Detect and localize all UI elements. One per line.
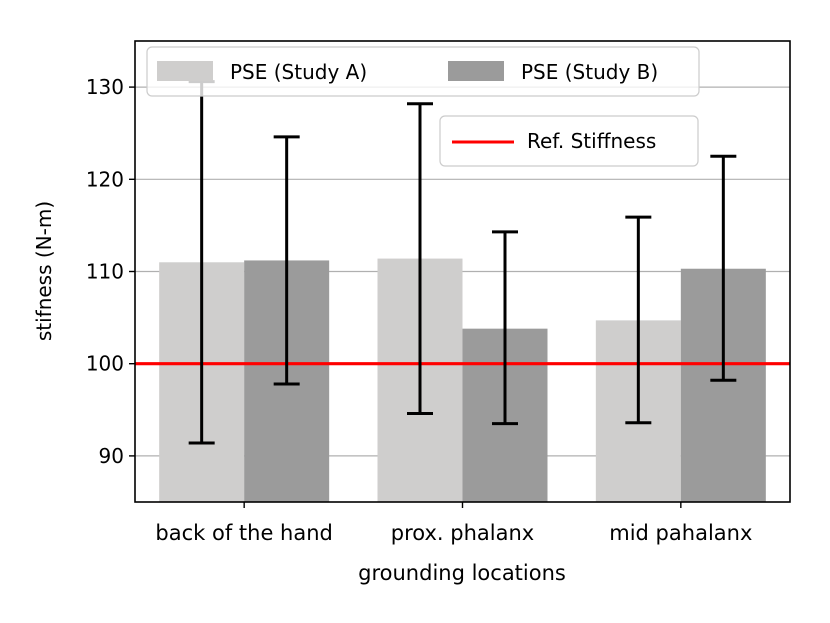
legend-series: PSE (Study A) PSE (Study B)	[146, 46, 700, 97]
y-tick-label: 120	[86, 167, 124, 191]
y-ticks: 90 100 110 120 130	[86, 75, 135, 468]
y-tick-label: 110	[86, 260, 124, 284]
bars	[159, 258, 766, 502]
legend-series-frame	[146, 46, 700, 97]
legend-swatch-study-a	[157, 61, 213, 81]
y-tick-label: 100	[86, 352, 124, 376]
x-tick-label: back of the hand	[155, 521, 332, 545]
legend-label-study-a: PSE (Study A)	[230, 60, 367, 84]
error-bars	[188, 80, 737, 445]
y-axis-label: stifness (N-m)	[32, 201, 56, 341]
legend-swatch-study-b	[448, 61, 504, 81]
x-tick-label: mid pahalanx	[609, 521, 752, 545]
legend-label-reference: Ref. Stiffness	[527, 129, 656, 153]
x-tick-label: prox. phalanx	[391, 521, 534, 545]
y-tick-label: 130	[86, 75, 124, 99]
y-tick-label: 90	[99, 444, 124, 468]
x-ticks: back of the hand prox. phalanx mid pahalan…	[155, 502, 752, 545]
x-axis-label: grounding locations	[358, 561, 566, 585]
legend-reference-frame	[439, 115, 699, 167]
legend-reference: Ref. Stiffness	[439, 115, 699, 167]
legend-label-study-b: PSE (Study B)	[521, 60, 658, 84]
